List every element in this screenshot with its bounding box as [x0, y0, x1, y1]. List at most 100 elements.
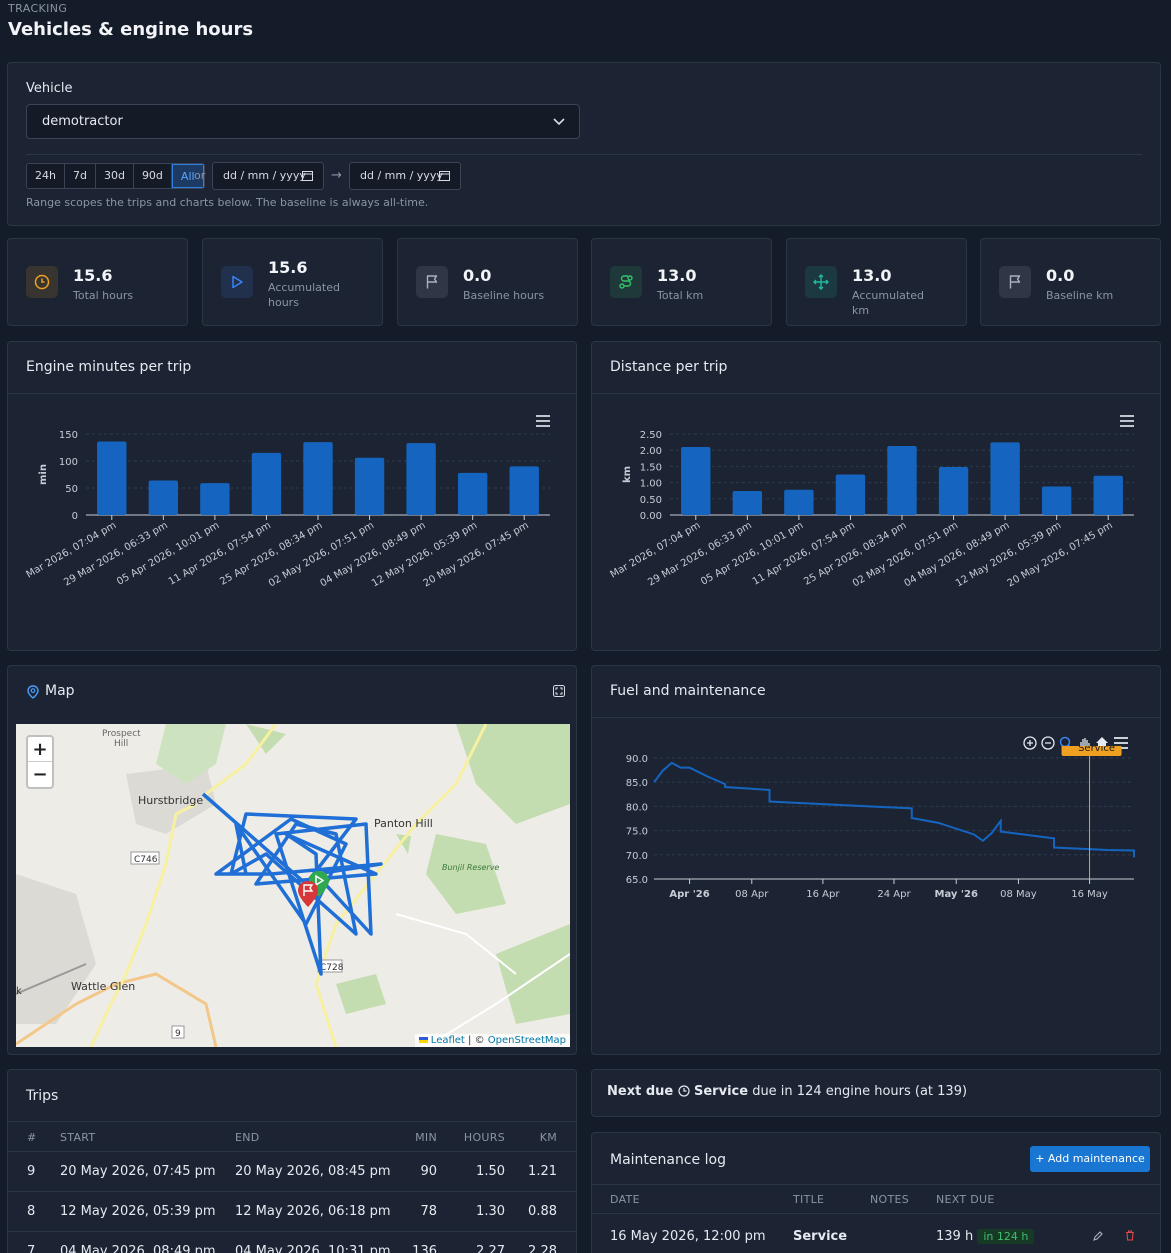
- bar[interactable]: [938, 467, 969, 515]
- range-24h-button[interactable]: 24h: [27, 164, 65, 188]
- route-icon: [619, 275, 633, 289]
- fuel-chart-title: Fuel and maintenance: [610, 683, 766, 699]
- bar[interactable]: [509, 466, 539, 515]
- flag-icon: [426, 275, 438, 289]
- bar[interactable]: [835, 474, 866, 516]
- bar[interactable]: [406, 443, 436, 515]
- bar[interactable]: [148, 480, 179, 515]
- route-icon: [610, 266, 642, 298]
- card-divider: [592, 717, 1160, 718]
- bar[interactable]: [354, 457, 385, 515]
- x-tick-label: Mar 2026, 07:04 pm: [24, 520, 118, 581]
- chevron-down-icon: [553, 118, 565, 126]
- delete-icon[interactable]: [1125, 1230, 1135, 1241]
- next-due-label: Next due: [607, 1084, 674, 1099]
- svg-text:Bunjil Reserve: Bunjil Reserve: [442, 863, 499, 872]
- bar[interactable]: [681, 446, 711, 515]
- engine-chart-card: Engine minutes per trip 0 50 100 150 min Mar …: [7, 341, 577, 651]
- bar[interactable]: [97, 441, 127, 515]
- y-tick-label: 0.00: [640, 511, 662, 522]
- date-from-input[interactable]: dd / mm / yyyy: [212, 162, 324, 190]
- y-tick-label: 100: [59, 457, 78, 468]
- zoom-out-icon[interactable]: [1041, 736, 1055, 750]
- map-card: Map Prospect Hill Hurstbridge: [7, 665, 577, 1055]
- y-tick-label: 2.50: [640, 430, 662, 441]
- y-tick-label: 2.00: [640, 446, 662, 457]
- map-title: Map: [45, 683, 75, 699]
- distance-chart: 0.00 0.50 1.00 1.50 2.00 2.50 km Mar 2026, 07:0…: [608, 430, 1134, 589]
- date-to-placeholder: dd / mm / yyyy: [360, 169, 443, 182]
- edit-icon[interactable]: [1093, 1231, 1103, 1241]
- distance-chart-title: Distance per trip: [610, 359, 728, 375]
- map-view[interactable]: Prospect Hill Hurstbridge Panton Hill Bu…: [16, 724, 570, 1047]
- col-header-hours: HOURS: [463, 1131, 505, 1144]
- map-zoom-in-button[interactable]: +: [28, 737, 52, 762]
- hamburger-menu-icon[interactable]: [535, 414, 551, 428]
- svg-text:Prospect: Prospect: [102, 729, 141, 739]
- card-divider: [592, 1184, 1160, 1185]
- svg-text:k: k: [16, 986, 22, 997]
- stat-value: 13.0: [852, 266, 892, 285]
- svg-text:Panton Hill: Panton Hill: [374, 817, 433, 830]
- stat-card: 0.0 Baseline hours: [397, 238, 578, 326]
- range-all-button[interactable]: All: [171, 164, 204, 188]
- map-zoom-out-button[interactable]: −: [32, 764, 48, 785]
- next-due-badge: in 124 h: [977, 1229, 1035, 1244]
- end-marker-icon: [298, 881, 318, 907]
- maintenance-next-due: 139 h in 124 h: [936, 1229, 1035, 1244]
- range-30d-button[interactable]: 30d: [95, 164, 134, 188]
- trip-end: 12 May 2026, 06:18 pm: [235, 1204, 391, 1219]
- card-divider: [592, 393, 1160, 394]
- stat-label: Accumulated km: [852, 289, 924, 317]
- trip-num: 8: [27, 1204, 36, 1219]
- vehicle-select[interactable]: demotractor: [26, 104, 580, 139]
- zoom-in-icon[interactable]: [1023, 736, 1037, 750]
- range-7d-button[interactable]: 7d: [64, 164, 96, 188]
- col-header-next-due: NEXT DUE: [936, 1193, 995, 1206]
- stat-label: Total hours: [73, 289, 134, 302]
- trips-title: Trips: [26, 1088, 59, 1104]
- osm-link[interactable]: OpenStreetMap: [487, 1035, 566, 1046]
- y-tick-label: 85.0: [626, 778, 648, 789]
- bar[interactable]: [251, 452, 282, 515]
- bar[interactable]: [1093, 475, 1123, 515]
- range-hint: Range scopes the trips and charts below.…: [26, 196, 429, 209]
- x-tick-label: 08 Apr: [735, 889, 769, 900]
- flag-icon: [999, 266, 1031, 298]
- y-tick-label: 50: [65, 484, 78, 495]
- col-header-min: MIN: [415, 1131, 437, 1144]
- stat-card: 15.6 Accumulated hours: [202, 238, 383, 326]
- map-attribution: Leaflet | © OpenStreetMap: [414, 1034, 570, 1047]
- bar[interactable]: [784, 489, 814, 515]
- y-tick-label: 80.0: [626, 802, 648, 813]
- ukraine-flag-icon: [418, 1037, 428, 1043]
- flag-icon: [416, 266, 448, 298]
- bar[interactable]: [887, 445, 917, 515]
- range-90d-button[interactable]: 90d: [133, 164, 172, 188]
- move-icon: [813, 274, 829, 290]
- maintenance-card: Maintenance log + Add maintenance DATE T…: [591, 1132, 1161, 1253]
- fullscreen-icon[interactable]: [553, 685, 565, 697]
- card-divider: [8, 393, 576, 394]
- bar[interactable]: [990, 442, 1020, 515]
- add-maintenance-button[interactable]: + Add maintenance: [1030, 1146, 1150, 1172]
- leaflet-link[interactable]: Leaflet: [430, 1035, 465, 1046]
- fuel-maintenance-chart: 65.0 70.0 75.0 80.0 85.0 90.0 Apr '26 08 Apr 16 …: [626, 746, 1135, 900]
- table-divider: [8, 1151, 576, 1152]
- col-header-title: TITLE: [793, 1193, 825, 1206]
- date-to-input[interactable]: dd / mm / yyyy: [349, 162, 461, 190]
- trip-hours: 1.50: [476, 1164, 505, 1179]
- hamburger-menu-icon[interactable]: [1119, 414, 1135, 428]
- y-tick-label: 1.00: [640, 479, 662, 490]
- col-header-num: #: [27, 1131, 37, 1144]
- bar[interactable]: [200, 483, 230, 515]
- bar[interactable]: [303, 442, 333, 515]
- clock-icon: [678, 1085, 690, 1097]
- bar[interactable]: [732, 491, 763, 515]
- bar[interactable]: [457, 472, 488, 515]
- stat-label: Accumulated hours: [268, 281, 340, 309]
- bar[interactable]: [1041, 486, 1072, 515]
- y-tick-label: 0: [72, 511, 78, 522]
- y-tick-label: 65.0: [626, 875, 648, 886]
